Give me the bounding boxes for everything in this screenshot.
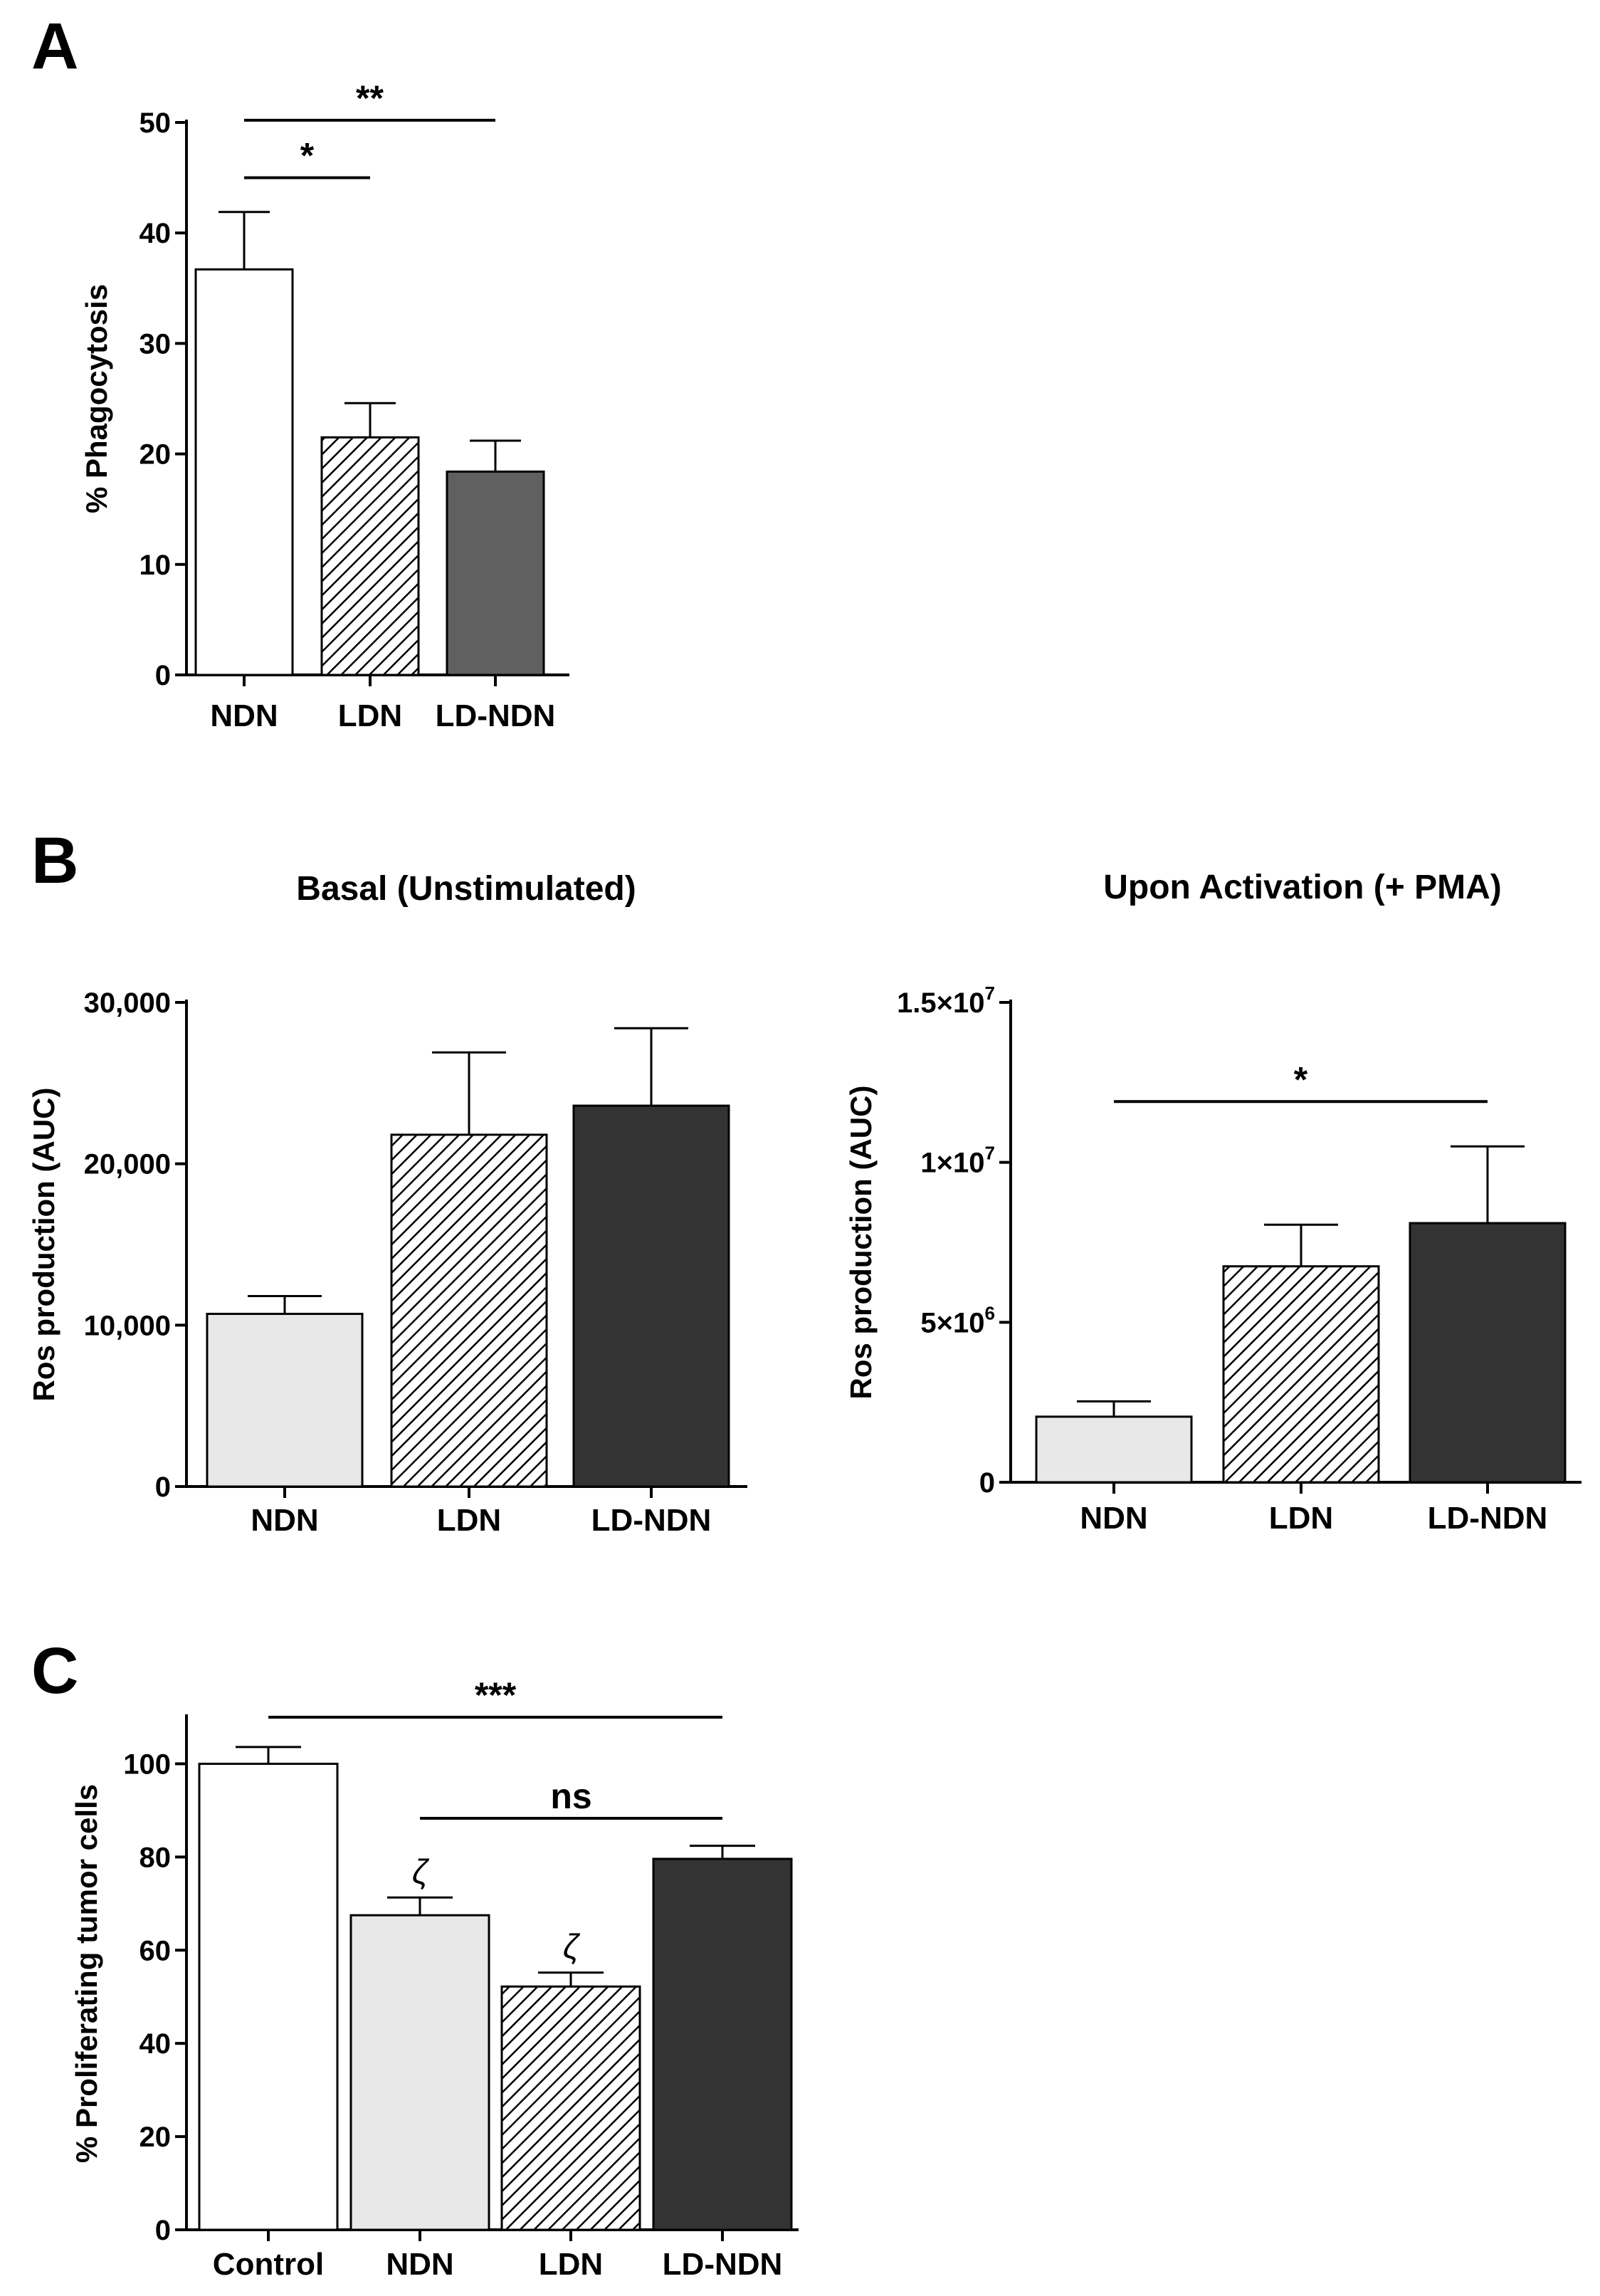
x-tick-label: NDN (251, 1503, 318, 1538)
significance-label: * (300, 136, 315, 176)
chart-proliferation: % Proliferating tumor cells 0 20 40 60 80 100 C… (70, 1675, 799, 2282)
bar (1222, 1265, 1380, 1484)
bar (1035, 1415, 1193, 1484)
bar (1409, 1222, 1567, 1484)
y-tick-label-mantissa: 1×10 (920, 1148, 984, 1179)
significance-mark: ζ (563, 1929, 581, 1966)
bar (206, 1312, 364, 1488)
x-tick-label: LD-NDN (663, 2247, 783, 2282)
chart-title: Basal (Unstimulated) (296, 870, 636, 908)
y-tick-label-exponent: 7 (985, 982, 995, 1004)
y-tick-label-mantissa: 1.5×10 (897, 987, 984, 1019)
panel-letter-a: A (31, 10, 78, 83)
y-axis-title: Ros production (AUC) (844, 1086, 878, 1400)
y-tick-label: 20 (140, 2122, 172, 2153)
y-tick-label: 0 (155, 660, 171, 691)
y-tick-label: 0 (155, 2215, 171, 2246)
bar (349, 1914, 490, 2231)
significance-label: ns (550, 1776, 591, 1816)
y-tick-label: 10 (140, 550, 172, 581)
y-tick-label: 30 (140, 328, 172, 360)
significance-label: * (1294, 1059, 1308, 1099)
bar (194, 268, 294, 676)
y-tick-label: 60 (140, 1935, 172, 1966)
y-axis-title: Ros production (AUC) (27, 1088, 60, 1402)
y-tick-label: 100 (123, 1749, 171, 1780)
x-tick-label: NDN (210, 698, 278, 733)
bar (500, 1985, 641, 2231)
chart-title: Upon Activation (+ PMA) (1103, 869, 1502, 906)
y-tick-label: 1.5×107 (897, 982, 995, 1019)
y-tick-label-mantissa: 5×10 (920, 1307, 984, 1338)
y-tick-label: 5×106 (920, 1302, 995, 1338)
x-tick-label: LDN (338, 698, 402, 733)
y-tick-label: 10,000 (84, 1310, 171, 1341)
bar (652, 1857, 793, 2231)
significance-label: ** (356, 78, 384, 118)
y-tick-label-mantissa: 0 (979, 1467, 995, 1499)
y-axis-title: % Phagocytosis (80, 284, 113, 513)
y-tick-label-exponent: 6 (985, 1302, 995, 1323)
y-tick-label: 50 (140, 108, 172, 139)
x-tick-label: LD-NDN (436, 698, 556, 733)
y-tick-label: 1×107 (920, 1143, 995, 1179)
y-tick-label: 20,000 (84, 1149, 171, 1180)
chart-ros-pma: Upon Activation (+ PMA) Ros production (A… (844, 869, 1581, 1536)
bar (446, 470, 545, 676)
y-tick-label: 20 (140, 439, 172, 471)
chart-ros-basal: Basal (Unstimulated) Ros production (AUC)… (27, 870, 747, 1538)
y-tick-label: 30,000 (84, 987, 171, 1019)
x-tick-label: Control (213, 2247, 324, 2282)
bar (320, 436, 420, 676)
bar (198, 1762, 339, 2231)
bar (572, 1104, 730, 1488)
bar (390, 1133, 548, 1488)
significance-label: *** (475, 1675, 517, 1715)
y-tick-label: 80 (140, 1842, 172, 1873)
y-tick-label: 40 (140, 2028, 172, 2060)
x-tick-label: LDN (1269, 1501, 1333, 1536)
panel-letter-b: B (31, 824, 78, 897)
significance-mark: ζ (412, 1853, 430, 1891)
x-tick-label: LDN (437, 1503, 501, 1538)
x-tick-label: LD-NDN (591, 1503, 712, 1538)
x-tick-label: NDN (1080, 1501, 1147, 1536)
y-tick-label: 0 (979, 1467, 995, 1499)
x-tick-label: LDN (539, 2247, 603, 2282)
x-tick-label: NDN (386, 2247, 453, 2282)
y-tick-label-exponent: 7 (985, 1143, 995, 1164)
x-tick-label: LD-NDN (1428, 1501, 1548, 1536)
panel-letter-c: C (31, 1635, 78, 1707)
y-tick-label: 40 (140, 218, 172, 249)
y-tick-label: 0 (155, 1472, 171, 1503)
y-axis-title: % Proliferating tumor cells (70, 1784, 103, 2163)
